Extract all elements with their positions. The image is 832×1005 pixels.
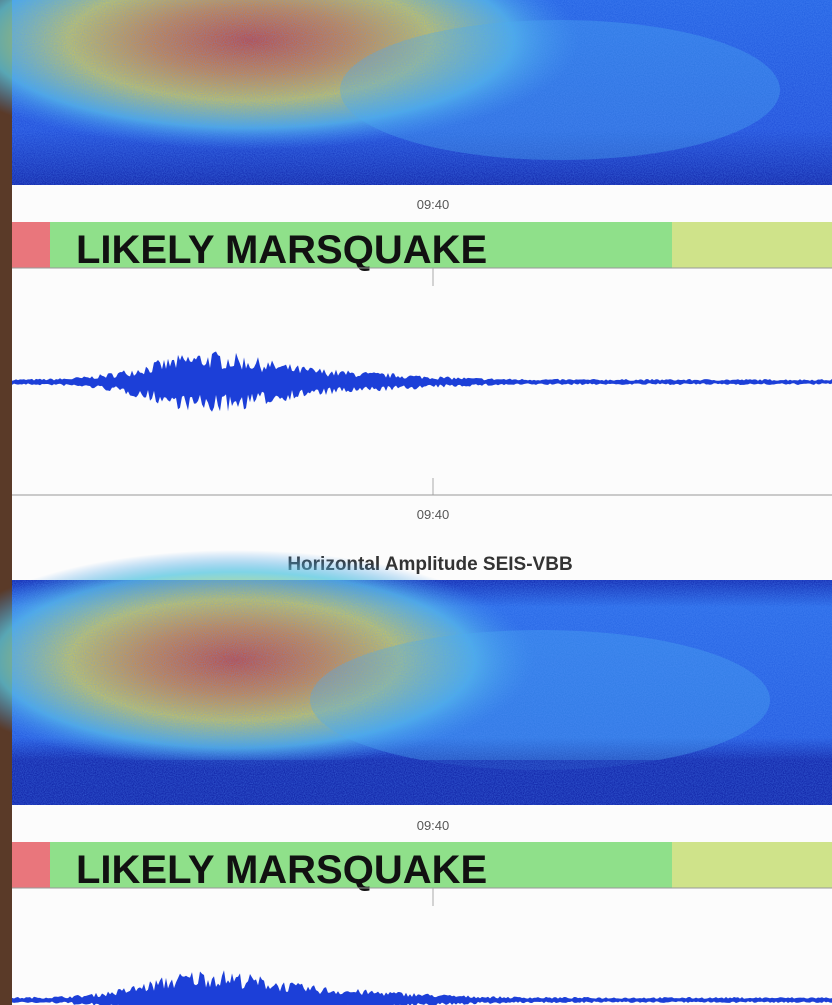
time-label: 09:40	[417, 818, 450, 833]
banner-segment	[50, 842, 672, 888]
waveform	[12, 351, 832, 412]
banner-segment	[12, 222, 50, 268]
time-label: 09:40	[417, 507, 450, 522]
frame-edge	[0, 0, 14, 1005]
banner-segment	[672, 842, 832, 888]
spectrogram	[0, 0, 832, 185]
banner-segment	[12, 842, 50, 888]
banner-segment	[50, 222, 672, 268]
banner-label: LIKELY MARSQUAKE	[76, 848, 487, 892]
panel	[12, 805, 832, 1005]
time-label: 09:40	[417, 197, 450, 212]
spectrogram	[0, 550, 832, 805]
banner-segment	[672, 222, 832, 268]
waveform	[12, 970, 832, 1005]
banner-label: LIKELY MARSQUAKE	[76, 228, 487, 272]
